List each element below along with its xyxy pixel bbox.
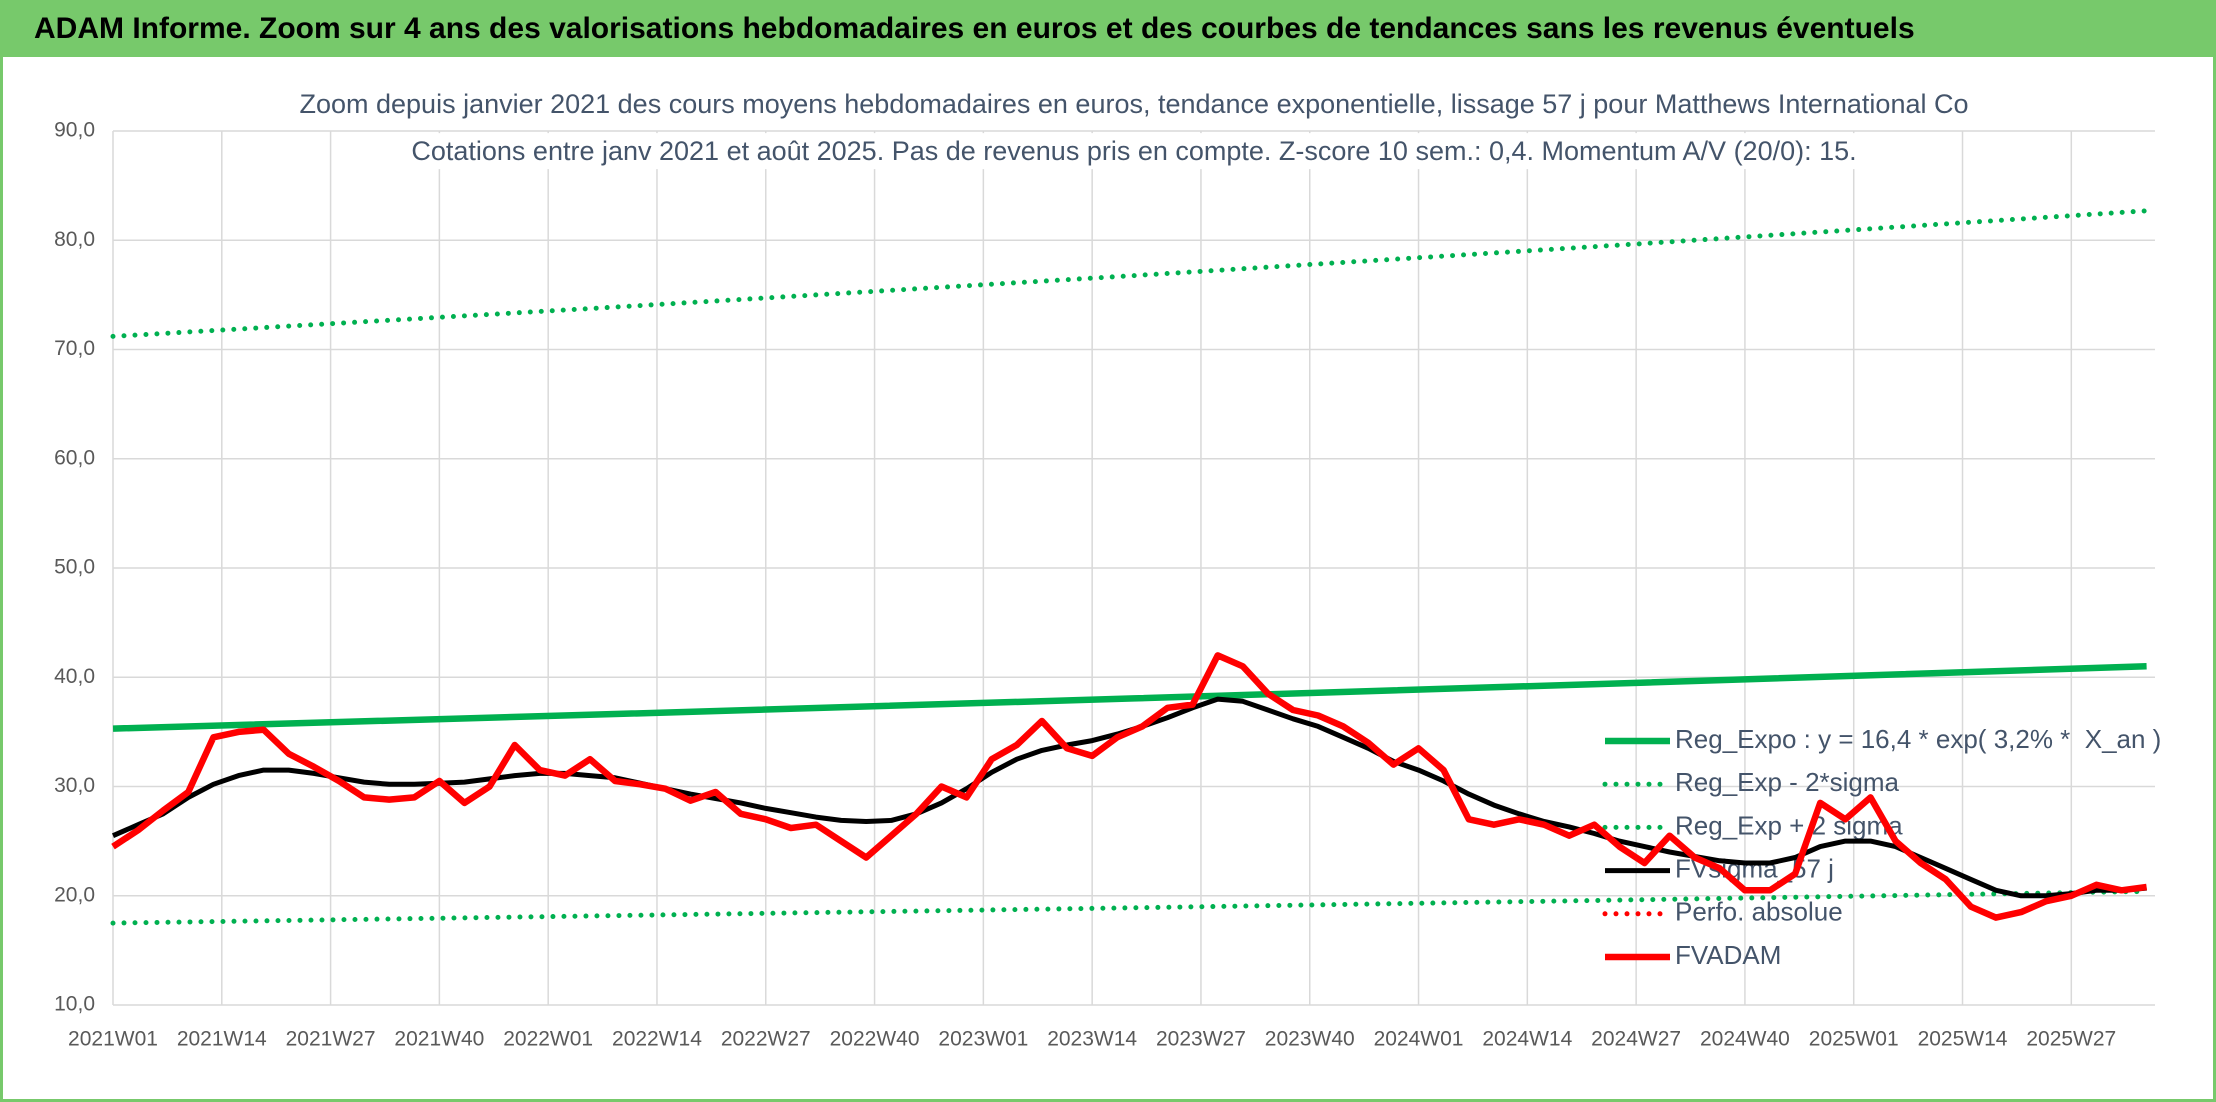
series-line [110, 208, 2150, 339]
legend-label: FVADAM [1675, 940, 1781, 970]
x-tick-label: 2023W27 [1156, 1028, 1246, 1051]
legend-label: Reg_Expo : y = 16,4 * exp( 3,2% * X_an ) [1675, 724, 2161, 754]
y-tick-label: 40,0 [54, 665, 95, 688]
y-tick-label: 30,0 [54, 774, 95, 797]
x-tick-label: 2024W27 [1591, 1028, 1681, 1051]
x-tick-label: 2021W01 [68, 1028, 158, 1051]
series-line [112, 663, 2147, 732]
x-tick-label: 2022W27 [721, 1028, 811, 1051]
x-tick-label: 2024W40 [1700, 1028, 1790, 1051]
header-title: ADAM Informe. Zoom sur 4 ans des valoris… [34, 12, 1915, 45]
header-bar [0, 0, 2216, 57]
x-tick-label: 2021W14 [177, 1028, 267, 1051]
y-tick-label: 90,0 [54, 119, 95, 142]
series-line [111, 652, 2148, 921]
x-tick-label: 2024W14 [1482, 1028, 1572, 1051]
legend-label: Reg_Exp - 2*sigma [1675, 767, 1900, 797]
x-tick-label: 2021W40 [394, 1028, 484, 1051]
x-tick-label: 2024W01 [1374, 1028, 1464, 1051]
y-tick-label: 50,0 [54, 556, 95, 579]
x-tick-label: 2025W27 [2026, 1028, 2116, 1051]
series-line [110, 888, 2150, 926]
y-tick-label: 70,0 [54, 337, 95, 360]
x-tick-label: 2025W01 [1809, 1028, 1899, 1051]
y-tick-label: 60,0 [54, 446, 95, 469]
title-background [291, 86, 1977, 123]
x-tick-label: 2022W40 [830, 1028, 920, 1051]
x-tick-label: 2022W01 [503, 1028, 593, 1051]
y-tick-label: 10,0 [54, 993, 95, 1016]
x-tick-label: 2021W27 [286, 1028, 376, 1051]
x-tick-label: 2023W01 [938, 1028, 1028, 1051]
legend-label: Perfo. absolue [1675, 897, 1843, 927]
chart-title: Zoom depuis janvier 2021 des cours moyen… [299, 89, 1968, 119]
x-tick-label: 2023W40 [1265, 1028, 1355, 1051]
legend-label: Reg_Exp + 2 sigma [1675, 810, 1903, 840]
y-tick-label: 20,0 [54, 883, 95, 906]
x-tick-label: 2025W14 [1918, 1028, 2008, 1051]
x-tick-label: 2023W14 [1047, 1028, 1137, 1051]
x-tick-label: 2022W14 [612, 1028, 702, 1051]
title-background [403, 133, 1865, 170]
y-tick-label: 80,0 [54, 228, 95, 251]
chart-subtitle: Cotations entre janv 2021 et août 2025. … [411, 136, 1856, 166]
